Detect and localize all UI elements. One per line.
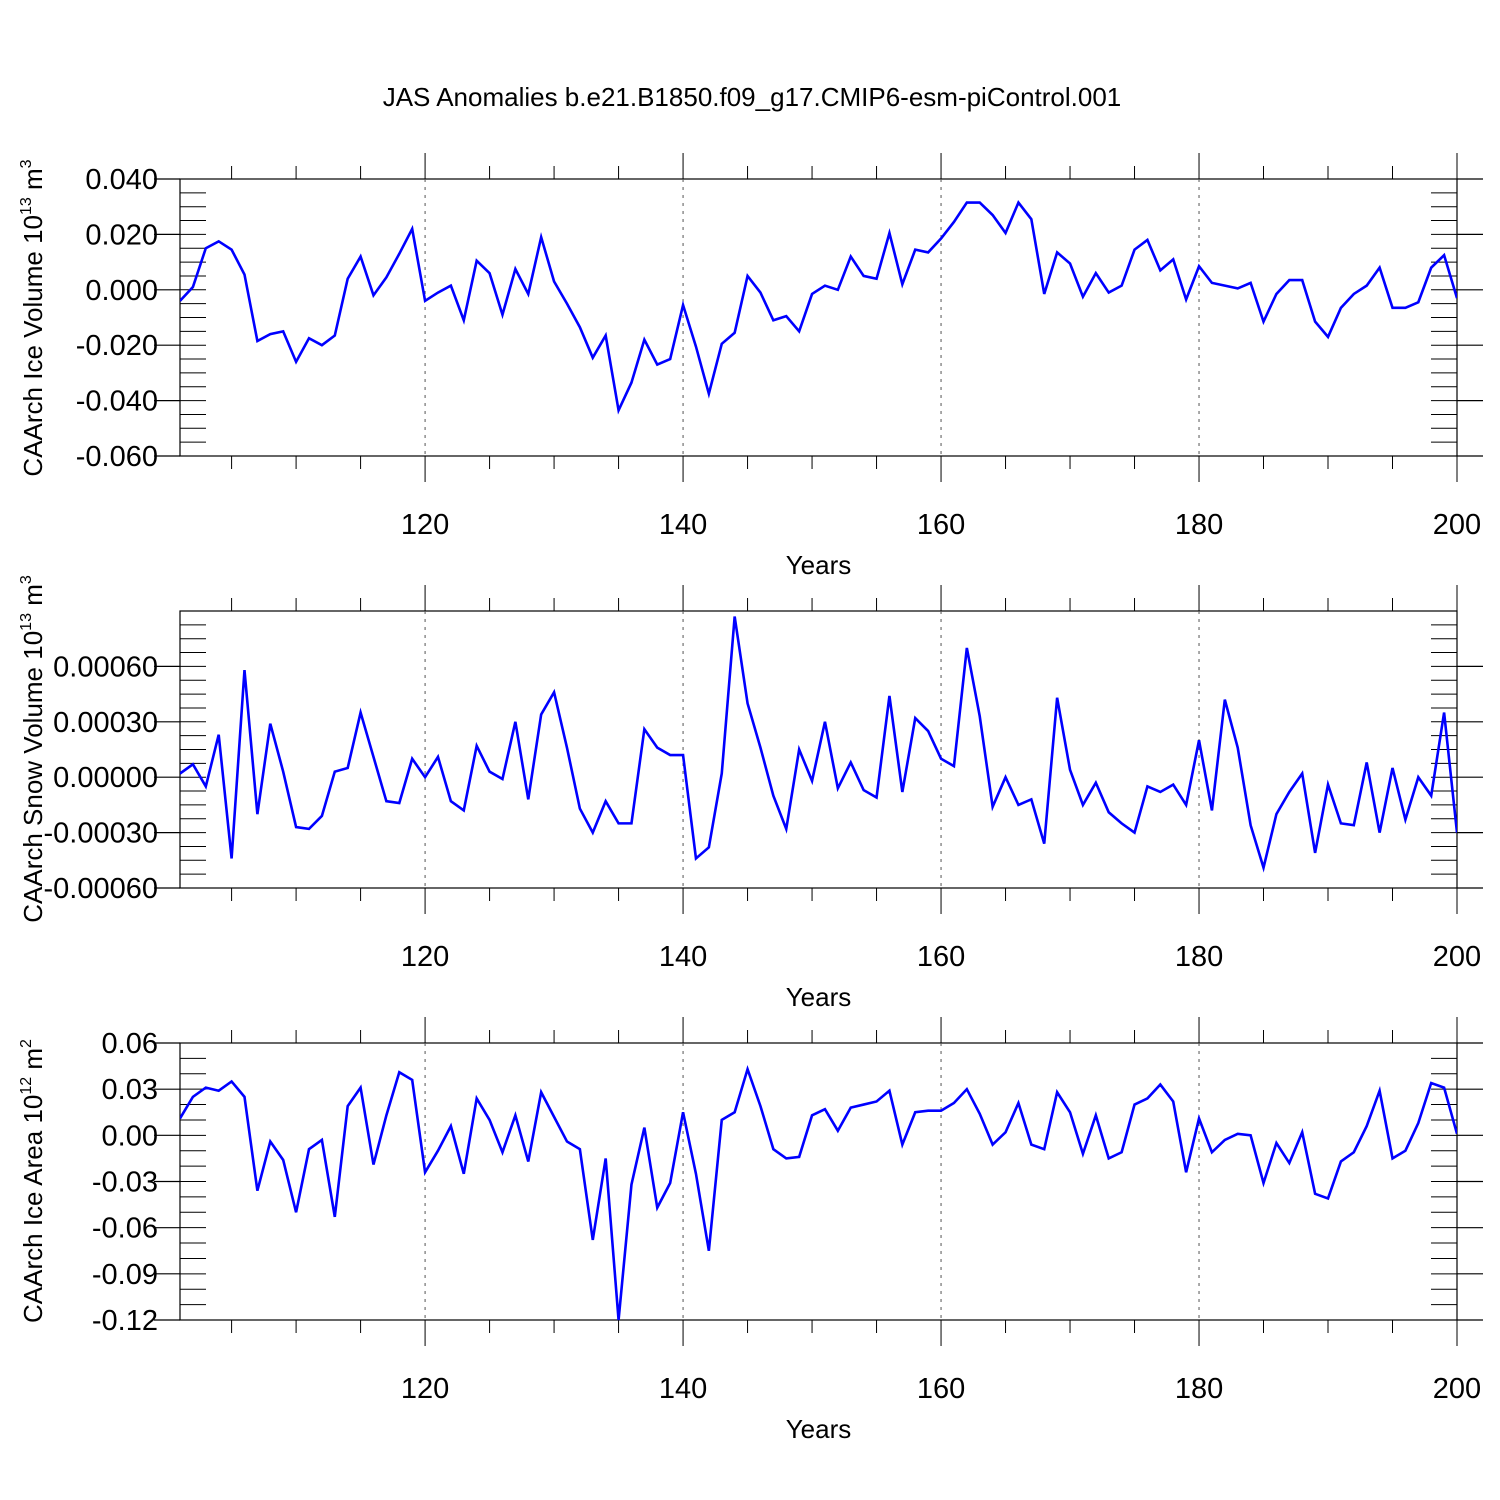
x-axis-title: Years xyxy=(786,1414,852,1444)
series-line xyxy=(180,200,1457,415)
y-tick-label: -0.00060 xyxy=(44,873,159,905)
y-tick-label: 0.00 xyxy=(102,1120,158,1152)
y-tick-label: 0.00000 xyxy=(53,762,158,794)
figure-title: JAS Anomalies b.e21.B1850.f09_g17.CMIP6-… xyxy=(383,82,1122,112)
y-tick-label: -0.09 xyxy=(92,1259,158,1291)
x-tick-label: 120 xyxy=(401,941,449,973)
y-axis-title: CAArch Snow Volume 1013 m3 xyxy=(18,575,48,923)
x-tick-label: 180 xyxy=(1175,941,1223,973)
panel-snow-volume: -0.00060 -0.00030 0.00000 0.00030 0.00060 120… xyxy=(18,575,1483,1012)
x-axis-title: Years xyxy=(786,550,852,580)
y-tick-label: -0.040 xyxy=(76,386,158,418)
x-tick-label: 120 xyxy=(401,1373,449,1405)
x-tick-label: 140 xyxy=(659,941,707,973)
x-tick-label: 200 xyxy=(1433,941,1481,973)
y-axis-title: CAArch Ice Area 1012 m2 xyxy=(18,1039,48,1323)
y-tick-label: -0.020 xyxy=(76,330,158,362)
y-tick-label: 0.000 xyxy=(85,275,158,307)
y-tick-label: -0.03 xyxy=(92,1167,158,1199)
y-tick-label: 0.06 xyxy=(102,1028,158,1060)
plot-frame xyxy=(179,1042,1458,1321)
y-tick-label: -0.12 xyxy=(92,1305,158,1337)
y-tick-label: -0.060 xyxy=(76,441,158,473)
x-tick-label: 160 xyxy=(917,1373,965,1405)
x-tick-label: 160 xyxy=(917,941,965,973)
y-tick-label: -0.06 xyxy=(92,1213,158,1245)
y-tick-label: 0.00030 xyxy=(53,707,158,739)
series-line xyxy=(180,1064,1457,1321)
x-tick-label: 140 xyxy=(659,509,707,541)
x-tick-label: 200 xyxy=(1433,1373,1481,1405)
x-tick-label: 120 xyxy=(401,509,449,541)
y-tick-label: 0.020 xyxy=(85,219,158,251)
panel-ice-area: -0.12 -0.09 -0.06 -0.03 0.00 0.03 0.06 120 140 16… xyxy=(18,1017,1483,1444)
y-axis-title: CAArch Ice Volume 1013 m3 xyxy=(18,159,48,476)
x-tick-label: 160 xyxy=(917,509,965,541)
y-tick-label: 0.03 xyxy=(102,1074,158,1106)
x-tick-label: 180 xyxy=(1175,509,1223,541)
x-tick-label: 140 xyxy=(659,1373,707,1405)
y-tick-label: -0.00030 xyxy=(44,818,159,850)
series-line xyxy=(180,616,1457,873)
x-tick-label: 180 xyxy=(1175,1373,1223,1405)
y-tick-label: 0.040 xyxy=(85,164,158,196)
y-tick-label: 0.00060 xyxy=(53,651,158,683)
x-tick-label: 200 xyxy=(1433,509,1481,541)
x-axis-title: Years xyxy=(786,982,852,1012)
panel-ice-volume: -0.060 -0.040 -0.020 0.000 0.020 0.040 120 140 1… xyxy=(18,153,1483,580)
